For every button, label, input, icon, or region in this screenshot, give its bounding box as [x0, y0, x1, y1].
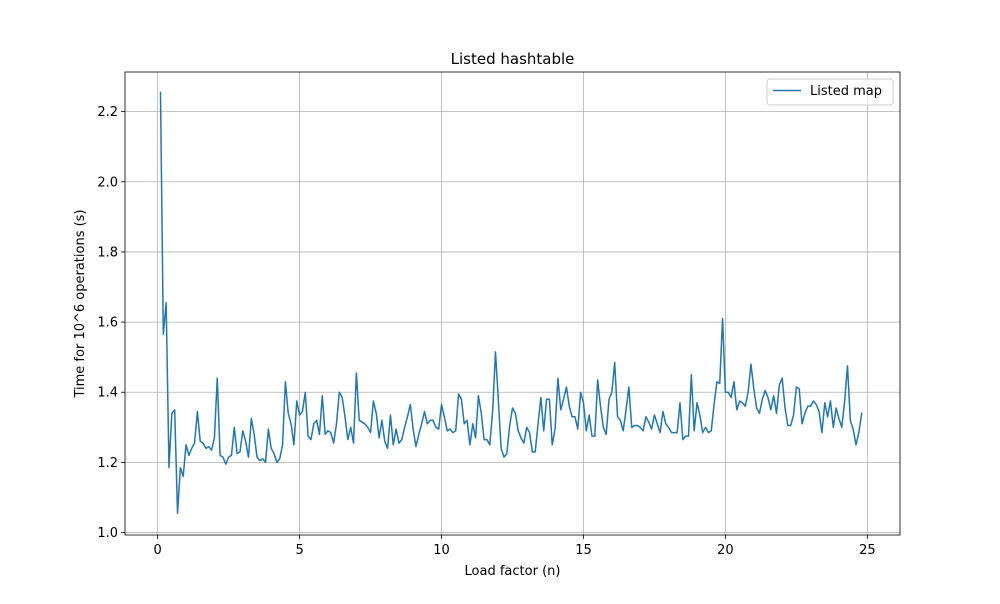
- series-line-listed-map: [159, 91, 863, 514]
- x-tick-label: 0: [154, 543, 162, 558]
- x-tick-label: 25: [859, 543, 876, 558]
- chart-title: Listed hashtable: [451, 50, 575, 68]
- axes-frame: [124, 71, 901, 536]
- y-tick-label: 1.0: [97, 526, 118, 541]
- x-tick-label: 20: [717, 543, 734, 558]
- y-axis-label: Time for 10^6 operations (s): [73, 209, 88, 398]
- legend: Listed map: [766, 78, 894, 106]
- y-tick-label: 1.8: [97, 245, 118, 260]
- y-tick-label: 1.6: [97, 316, 118, 331]
- x-axis-label: Load factor (n): [465, 564, 561, 579]
- y-tick-label: 2.0: [97, 175, 118, 190]
- axis-ticks: 0 5 10 15 20 25 1.0 1.2 1.4 1.6 1.8 2.0 2.2: [97, 105, 875, 558]
- legend-box: [766, 78, 894, 106]
- legend-label-listed-map: Listed map: [810, 84, 882, 99]
- grid: [125, 72, 900, 535]
- y-tick-label: 1.4: [97, 386, 118, 401]
- x-tick-label: 10: [433, 543, 450, 558]
- plot-area: [159, 91, 863, 514]
- y-tick-label: 2.2: [97, 105, 118, 120]
- y-tick-label: 1.2: [97, 456, 118, 471]
- x-tick-label: 15: [575, 543, 592, 558]
- x-tick-label: 5: [295, 543, 303, 558]
